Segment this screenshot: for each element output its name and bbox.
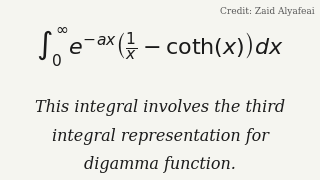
Text: This integral involves the third: This integral involves the third	[35, 99, 285, 116]
Text: $\int_{0}^{\infty} e^{-ax} \left( \frac{1}{x} - \coth(x) \right) dx$: $\int_{0}^{\infty} e^{-ax} \left( \frac{…	[36, 26, 284, 69]
Text: integral representation for: integral representation for	[52, 128, 268, 145]
Text: Credit: Zaid Alyafeai: Credit: Zaid Alyafeai	[220, 7, 314, 16]
Text: digamma function.: digamma function.	[84, 156, 236, 173]
